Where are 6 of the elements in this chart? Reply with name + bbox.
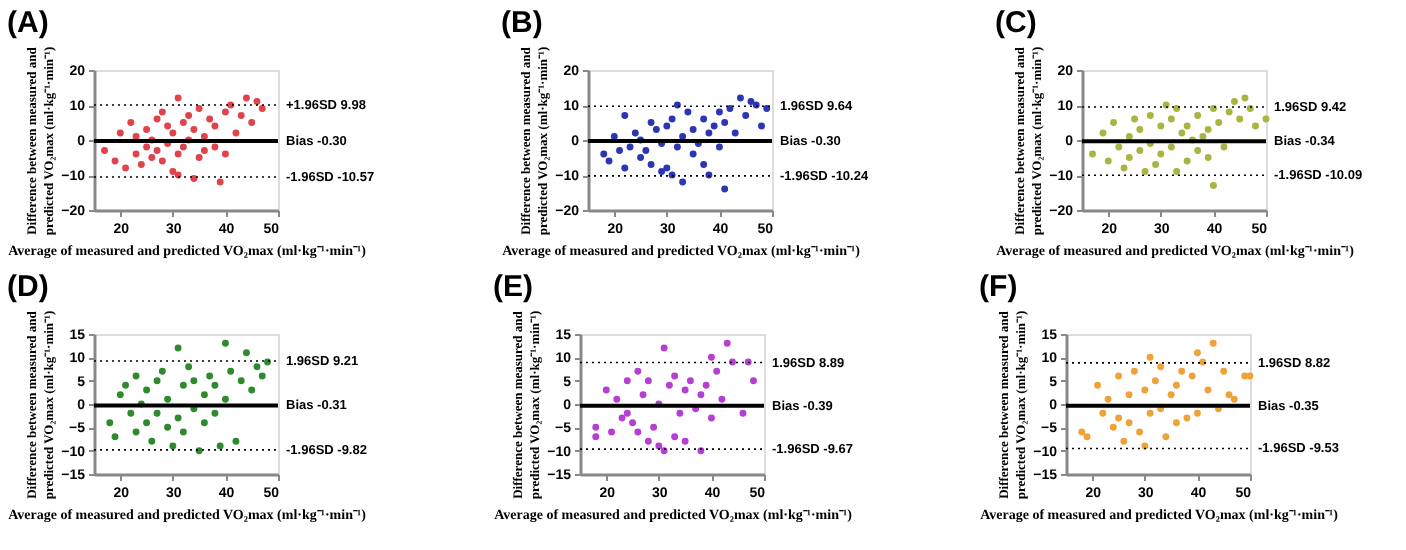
chart-title: (D) [7,269,49,304]
chart-title: (A) [7,5,49,40]
chart-title: (F) [979,269,1018,304]
chart-title: (B) [501,5,543,40]
chart-title: (C) [995,5,1037,40]
chart-title: (E) [493,269,534,304]
